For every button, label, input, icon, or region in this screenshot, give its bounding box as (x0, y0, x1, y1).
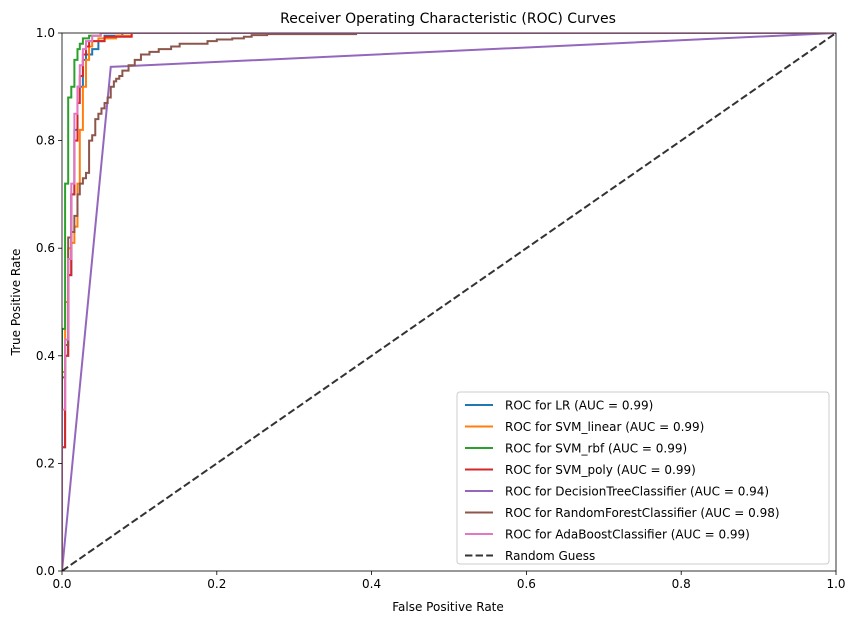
x-tick-label: 1.0 (826, 577, 845, 591)
series-line-2 (62, 33, 836, 571)
legend-box (456, 391, 830, 565)
y-tick-label: 1.0 (36, 26, 55, 40)
y-tick-label: 0.0 (36, 564, 55, 578)
x-tick-label: 0.6 (517, 577, 536, 591)
series-line-5 (62, 33, 836, 571)
x-tick-label: 0.8 (672, 577, 691, 591)
chart-title: Receiver Operating Characteristic (ROC) … (280, 11, 616, 27)
x-axis-label: False Positive Rate (392, 600, 504, 614)
y-tick-label: 0.4 (36, 349, 55, 363)
series-line-7 (62, 33, 836, 571)
legend-label-6: ROC for AdaBoostClassifier (AUC = 0.99) (505, 528, 750, 542)
legend: ROC for LR (AUC = 0.99) ROC for SVM_linea… (456, 391, 830, 565)
series-line-3 (62, 33, 836, 571)
x-tick-label: 0.0 (52, 577, 71, 591)
legend-label-0: ROC for LR (AUC = 0.99) (505, 399, 653, 413)
y-tick-label: 0.6 (36, 241, 55, 255)
legend-label-4: ROC for DecisionTreeClassifier (AUC = 0.… (505, 485, 769, 499)
series-lines (62, 33, 836, 571)
x-tick-label: 0.4 (362, 577, 381, 591)
axes-frame (61, 32, 837, 572)
y-axis-label: True Positive Rate (9, 249, 23, 357)
legend-label-5: ROC for RandomForestClassifier (AUC = 0.… (505, 506, 780, 520)
plot-area: 0.0 0.2 0.4 0.6 0.8 1.0 0.0 0.2 0.4 0.6 0.8 1.0 (36, 26, 846, 591)
series-line-4 (62, 33, 836, 571)
x-tick-label: 0.2 (207, 577, 226, 591)
legend-label-7: Random Guess (505, 549, 595, 563)
legend-label-2: ROC for SVM_rbf (AUC = 0.99) (505, 442, 687, 456)
legend-label-1: ROC for SVM_linear (AUC = 0.99) (505, 420, 704, 434)
legend-label-3: ROC for SVM_poly (AUC = 0.99) (505, 463, 696, 477)
y-tick-label: 0.2 (36, 456, 55, 470)
series-line-6 (62, 33, 836, 571)
y-tick-label: 0.8 (36, 134, 55, 148)
